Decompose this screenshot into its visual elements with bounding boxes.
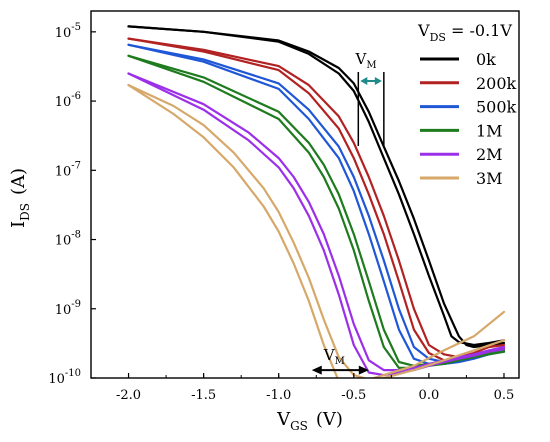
vm-lower-label: VM — [323, 346, 345, 367]
x-tick-label: 0.0 — [419, 388, 440, 403]
legend-label-200k: 200k — [476, 74, 517, 93]
series-3M-forward-curve — [127, 83, 506, 378]
series-0k-reverse-curve — [127, 25, 506, 347]
series-0k-forward-curve — [127, 25, 506, 349]
vm-lower-label-main: V — [323, 346, 336, 364]
y-tick-label: 10-5 — [55, 22, 81, 41]
x-axis-title-main: V — [276, 409, 291, 430]
y-axis-title-main: I — [8, 221, 29, 228]
vm-upper-label-main: V — [355, 50, 368, 68]
y-tick-label: 10-10 — [48, 368, 81, 387]
y-tick-base: 10 — [55, 234, 72, 249]
x-axis-title-unit: (V) — [316, 409, 343, 430]
y-tick-base: 10 — [48, 372, 65, 387]
legend-label-1M: 1M — [476, 121, 503, 140]
legend-title-sub: DS — [430, 31, 446, 44]
series-1M-reverse-curve — [127, 54, 506, 369]
vm-upper-label: VM — [355, 50, 377, 71]
x-axis: -2.0 -1.5 -1.0 -0.5 0.0 0.5 — [116, 373, 514, 403]
y-tick-base: 10 — [55, 303, 72, 318]
plot-frame — [90, 10, 520, 379]
series-2M-reverse-curve — [127, 72, 506, 377]
x-tick-label: 0.5 — [494, 388, 515, 403]
series-500k-reverse-curve — [127, 43, 506, 365]
y-tick-label: 10-6 — [55, 91, 81, 110]
x-axis-title-sub: GS — [290, 419, 308, 433]
y-tick-exponent: -7 — [71, 160, 81, 171]
y-tick-label: 10-7 — [55, 160, 81, 179]
y-tick-exponent: -9 — [71, 299, 81, 310]
vm-upper-arrow-left-head — [360, 77, 368, 85]
y-axis-title-sub: DS — [18, 203, 32, 221]
legend-title-main: V — [417, 21, 430, 40]
legend-entries: 0k 200k 500k 1M 2M 3M — [420, 50, 517, 188]
plot-area — [127, 25, 506, 378]
x-tick-label: -1.0 — [266, 388, 291, 403]
legend-label-500k: 500k — [476, 98, 517, 117]
y-axis-title-unit: (A) — [8, 168, 29, 195]
legend-title-value: = -0.1V — [446, 21, 512, 40]
vm-lower-arrow-left-head — [311, 365, 322, 375]
x-tick-label: -1.5 — [191, 388, 216, 403]
vm-lower-arrow-right-head — [358, 365, 369, 375]
legend-title: VDS = -0.1V — [417, 21, 512, 44]
x-axis-title: VGS (V) — [276, 409, 343, 433]
y-tick-base: 10 — [55, 164, 72, 179]
vm-upper-label-sub: M — [366, 60, 376, 71]
vm-upper-arrow-right-head — [374, 77, 382, 85]
series-2M-forward-curve — [127, 72, 506, 372]
y-axis-title: IDS (A) — [8, 168, 32, 228]
vm-lower-label-sub: M — [335, 356, 345, 367]
x-tick-label: -0.5 — [341, 388, 366, 403]
y-tick-exponent: -10 — [65, 368, 81, 379]
legend-label-3M: 3M — [476, 169, 503, 188]
y-tick-exponent: -6 — [71, 91, 81, 102]
y-tick-exponent: -8 — [71, 230, 81, 241]
y-tick-label: 10-8 — [55, 230, 81, 249]
legend-label-2M: 2M — [476, 145, 503, 164]
legend-label-0k: 0k — [476, 50, 496, 69]
y-tick-base: 10 — [55, 26, 72, 41]
y-tick-label: 10-9 — [55, 299, 81, 318]
y-tick-exponent: -5 — [71, 22, 81, 33]
series-3M-reverse-curve — [127, 83, 506, 378]
x-tick-label: -2.0 — [116, 388, 141, 403]
legend: VDS = -0.1V 0k 200k 500k 1M 2M 3M — [417, 21, 517, 188]
y-tick-base: 10 — [55, 95, 72, 110]
